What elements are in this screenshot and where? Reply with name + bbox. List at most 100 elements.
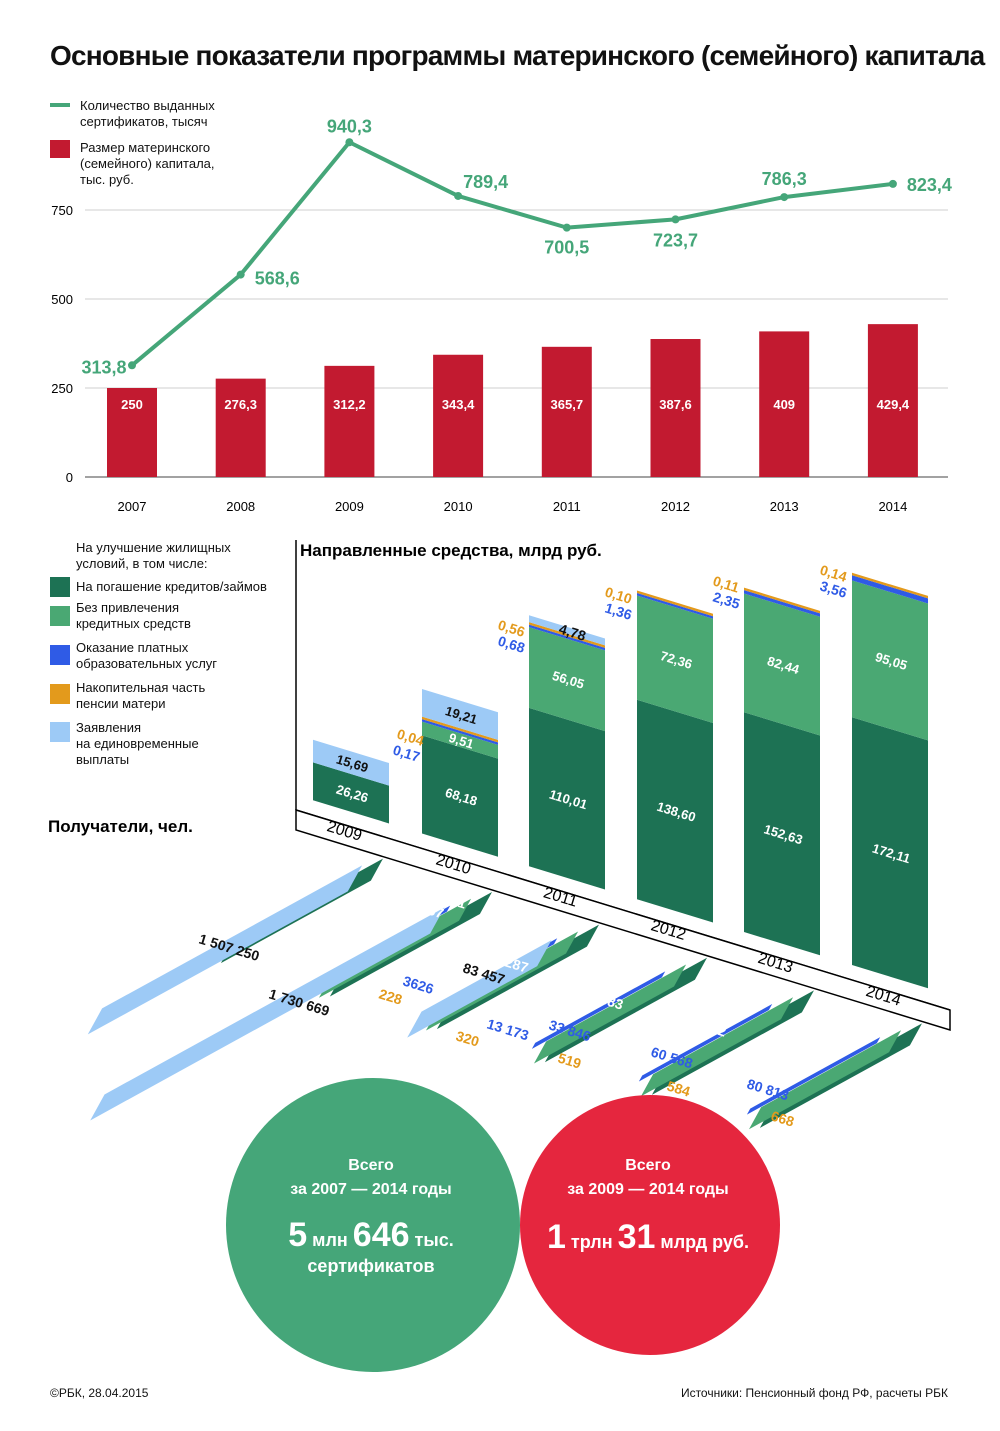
legend-item-3-text-2: образовательных услуг	[76, 656, 218, 671]
circle-green-l1: Всего	[348, 1157, 394, 1174]
x-tick-label: 2010	[444, 499, 473, 514]
top-chart-line	[128, 138, 897, 370]
recipients-bar	[641, 997, 794, 1097]
capital-bar-label: 343,4	[442, 397, 475, 412]
legend-item-1: На погашение кредитов/займов	[76, 579, 267, 595]
recipients-bars	[87, 858, 922, 1130]
x-tick-label: 2008	[226, 499, 255, 514]
capital-bar-label: 250	[121, 397, 143, 412]
legend-mid-header: На улучшение жилищных условий, в том чис…	[76, 540, 231, 572]
footer-copyright: ©РБК, 28.04.2015	[50, 1386, 149, 1400]
funds-bar-segment	[637, 699, 713, 923]
legend-item-5-text-2: на единовременные	[76, 736, 199, 751]
certificates-point	[345, 138, 354, 147]
funds-small-label: 1,36	[603, 600, 634, 623]
circle-red-l1: Всего	[625, 1157, 671, 1174]
funds-bar-segment	[637, 590, 713, 617]
circle-red-small2: млрд руб.	[660, 1232, 749, 1252]
legend-swatch-light-green	[50, 606, 70, 626]
certificates-point	[236, 270, 245, 279]
page-title: Основные показатели программы материнско…	[50, 40, 985, 71]
certificates-point	[562, 223, 571, 232]
legend-swatch-light-blue	[50, 722, 70, 742]
funds-bar-segment	[313, 762, 389, 824]
circle-red-small1: трлн	[571, 1232, 613, 1252]
legend-item-4: Накопительная часть пенсии матери	[76, 680, 205, 712]
recipients-title: Получатели, чел.	[48, 817, 193, 836]
recipients-bar	[407, 940, 552, 1038]
legend-item-5: Заявления на единовременные выплаты	[76, 720, 199, 768]
capital-bar	[867, 324, 918, 477]
funds-bar-segment	[852, 572, 928, 599]
capital-bar	[541, 346, 592, 477]
x-tick-label: 2012	[661, 499, 690, 514]
capital-bar-label: 429,4	[877, 397, 910, 412]
funds-bar-segment	[852, 580, 928, 741]
circle-red-big2: 31	[618, 1218, 656, 1256]
legend-swatch-orange	[50, 684, 70, 704]
funds-small-label: 0,56	[496, 617, 527, 640]
recipients-bar	[746, 1037, 881, 1115]
funds-bar-segment	[529, 615, 605, 646]
certificates-point-label: 568,6	[255, 269, 300, 289]
funds-small-label: 0,04	[395, 726, 426, 749]
funds-small-label: 0,17	[391, 742, 422, 765]
recipients-label: 228	[377, 986, 404, 1008]
funds-small-label: 2,35	[711, 589, 742, 612]
legend-item-5-text-1: Заявления	[76, 720, 142, 735]
funds-bar-segment	[852, 717, 928, 989]
certificates-point	[671, 215, 680, 224]
legend-item-5-text-3: выплаты	[76, 752, 130, 767]
certificates-point	[780, 193, 789, 202]
x-tick-label: 2014	[878, 499, 907, 514]
circle-red-big1: 1	[547, 1218, 566, 1256]
legend-item-2-text-1: Без привлечения	[76, 600, 180, 615]
legend-swatch-blue	[50, 645, 70, 665]
funds-bar-segment	[529, 624, 605, 651]
legend-line-label: Количество выданных сертификатов, тысяч	[80, 98, 215, 130]
funds-bar-segment	[744, 590, 820, 617]
funds-bar-segment	[744, 587, 820, 614]
legend-line-text-2: сертификатов, тысяч	[80, 114, 208, 129]
recipients-label: 668	[769, 1108, 796, 1130]
x-tick-label: 2011	[553, 499, 581, 514]
x-tick-label: 2007	[118, 499, 147, 514]
recipients-label: 584	[665, 1078, 692, 1100]
circle-green-small1: млн	[312, 1230, 348, 1250]
funds-small-label: 0,14	[818, 562, 849, 585]
certificates-point	[888, 179, 897, 188]
legend-mid-header-1: На улучшение жилищных	[76, 540, 231, 555]
funds-bar-label: 9,51	[447, 730, 476, 752]
legend-line-swatch	[50, 103, 70, 107]
certificates-point-label: 313,8	[81, 357, 126, 377]
circle-green-l2: за 2007 — 2014 годы	[290, 1181, 451, 1198]
funds-small-label: 0,68	[496, 633, 527, 656]
y-tick-label: 500	[51, 292, 73, 307]
legend-item-3-text-1: Оказание платных	[76, 640, 189, 655]
x-tick-label: 2013	[770, 499, 799, 514]
funds-bar-segment	[744, 712, 820, 956]
circle-green-big2: 646	[353, 1216, 410, 1254]
funds-bar-segment	[422, 735, 498, 857]
legend-item-3: Оказание платных образовательных услуг	[76, 640, 217, 672]
legend-item-1-text: На погашение кредитов/займов	[76, 579, 267, 594]
capital-bar-label: 365,7	[551, 397, 584, 412]
funds-bar-segment	[637, 592, 713, 619]
legend-item-4-text-1: Накопительная часть	[76, 680, 206, 695]
top-chart-labels: 2007 2008 2009 2010 2011 2012 2013 2014 313,8 568…	[81, 116, 951, 514]
legend-item-2-text-2: кредитных средств	[76, 616, 191, 631]
capital-bar-label: 276,3	[224, 397, 257, 412]
funds-bar-segment	[422, 721, 498, 759]
certificates-line	[130, 140, 894, 367]
recipients-bar	[87, 865, 363, 1035]
funds-small-label: 4,78	[557, 621, 588, 644]
circle-funds	[520, 1095, 780, 1355]
certificates-point	[454, 191, 463, 200]
funds-small-label: 3,56	[818, 578, 849, 601]
funds-title: Направленные средства, млрд руб.	[300, 541, 602, 560]
circle-green-small2: тыс.	[415, 1230, 454, 1250]
funds-bar-segment	[422, 719, 498, 745]
